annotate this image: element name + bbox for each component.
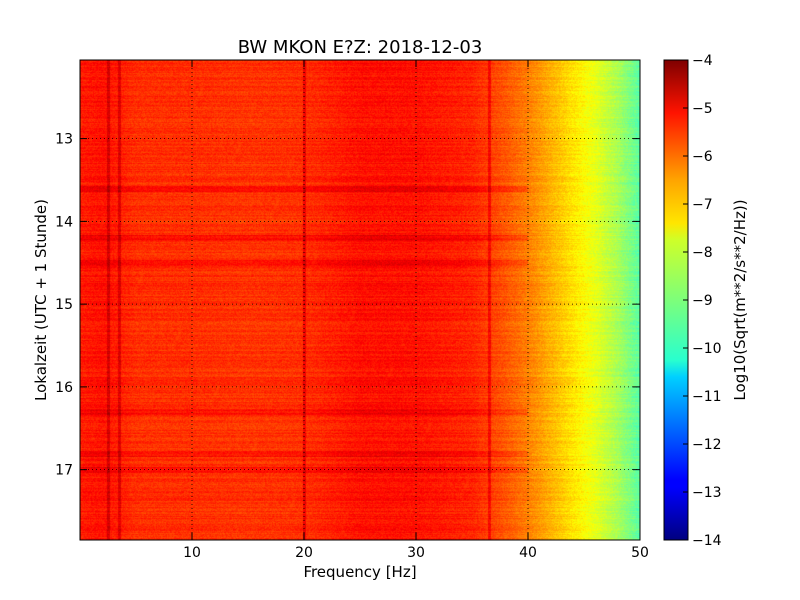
- x-tick-label: 30: [407, 545, 425, 561]
- y-tick-label: 14: [55, 214, 73, 230]
- y-tick-label: 16: [55, 380, 73, 396]
- colorbar-tick-label: −14: [692, 533, 722, 549]
- colorbar-label: Log10(Sqrt(m**2/s**2/Hz)): [731, 199, 749, 400]
- y-axis-label: Lokalzeit (UTC + 1 Stunde): [32, 199, 50, 401]
- plot-frame: [79, 59, 641, 541]
- x-tick-label: 20: [295, 545, 313, 561]
- colorbar: −4 −5 −6 −7 −8 −9 −10 −11 −12 −13 −14 Log10(Sqrt(m…: [663, 53, 749, 549]
- spectrogram-heatmap: [80, 60, 640, 540]
- plot-area: 10 20 30 40 50 13 14 15 16 17: [55, 59, 649, 561]
- colorbar-tick-label: −9: [692, 293, 713, 309]
- colorbar-tick-label: −13: [692, 485, 722, 501]
- x-tick-label: 40: [519, 545, 537, 561]
- y-tick-label: 17: [55, 463, 73, 479]
- grid-lines: [80, 60, 640, 540]
- x-tick-label: 50: [631, 545, 649, 561]
- colorbar-tick-label: −4: [692, 53, 713, 69]
- y-tick-label: 13: [55, 132, 73, 148]
- y-axis: 13 14 15 16 17: [55, 132, 640, 479]
- x-tick-label: 10: [183, 545, 201, 561]
- colorbar-tick-label: −7: [692, 197, 713, 213]
- y-tick-label: 15: [55, 297, 73, 313]
- colorbar-tick-label: −11: [692, 389, 722, 405]
- colorbar-tick-label: −12: [692, 437, 722, 453]
- x-axis: 10 20 30 40 50: [183, 60, 649, 561]
- colorbar-tick-label: −5: [692, 101, 713, 117]
- x-axis-label: Frequency [Hz]: [303, 563, 416, 581]
- colorbar-ticks: −4 −5 −6 −7 −8 −9 −10 −11 −12 −13 −14: [683, 53, 722, 549]
- colorbar-tick-label: −8: [692, 245, 713, 261]
- colorbar-tick-label: −10: [692, 341, 722, 357]
- colorbar-tick-label: −6: [692, 149, 713, 165]
- chart-title: BW MKON E?Z: 2018-12-03: [238, 37, 483, 58]
